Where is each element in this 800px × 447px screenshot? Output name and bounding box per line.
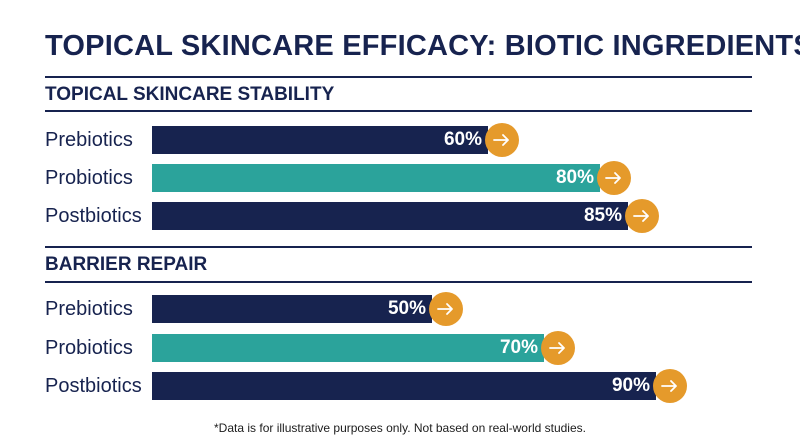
bar-stability-postbiotics bbox=[152, 202, 628, 230]
bar-value-label-repair-prebiotics: 50% bbox=[387, 298, 426, 319]
section-divider-barrier-repair bbox=[45, 281, 752, 283]
chart-title: TOPICAL SKINCARE EFFICACY: BIOTIC INGRED… bbox=[45, 30, 800, 62]
row-label-repair-probiotics: Probiotics bbox=[45, 337, 133, 359]
bar-value-label-repair-probiotics: 70% bbox=[499, 337, 538, 358]
arrow-right-icon bbox=[625, 199, 659, 233]
bar-value-label-stability-prebiotics: 60% bbox=[443, 129, 482, 150]
bar-value-label-repair-postbiotics: 90% bbox=[611, 375, 650, 396]
section-separator bbox=[45, 246, 752, 248]
row-label-stability-postbiotics: Postbiotics bbox=[45, 205, 142, 227]
bar-repair-prebiotics bbox=[152, 295, 432, 323]
section-divider-stability bbox=[45, 110, 752, 112]
arrow-right-icon bbox=[429, 292, 463, 326]
row-label-repair-postbiotics: Postbiotics bbox=[45, 375, 142, 397]
row-label-stability-prebiotics: Prebiotics bbox=[45, 129, 133, 151]
row-label-stability-probiotics: Probiotics bbox=[45, 167, 133, 189]
arrow-right-icon bbox=[653, 369, 687, 403]
bar-repair-postbiotics bbox=[152, 372, 656, 400]
bar-repair-probiotics bbox=[152, 334, 544, 362]
bar-stability-probiotics bbox=[152, 164, 600, 192]
section-title-barrier-repair: BARRIER REPAIR bbox=[45, 254, 208, 275]
arrow-right-icon bbox=[541, 331, 575, 365]
arrow-right-icon bbox=[597, 161, 631, 195]
title-divider bbox=[45, 76, 752, 78]
footnote: *Data is for illustrative purposes only.… bbox=[214, 421, 586, 435]
bar-value-label-stability-postbiotics: 85% bbox=[583, 205, 622, 226]
section-title-stability: TOPICAL SKINCARE STABILITY bbox=[45, 84, 335, 105]
arrow-right-icon bbox=[485, 123, 519, 157]
bar-value-label-stability-probiotics: 80% bbox=[555, 167, 594, 188]
bar-stability-prebiotics bbox=[152, 126, 488, 154]
row-label-repair-prebiotics: Prebiotics bbox=[45, 298, 133, 320]
